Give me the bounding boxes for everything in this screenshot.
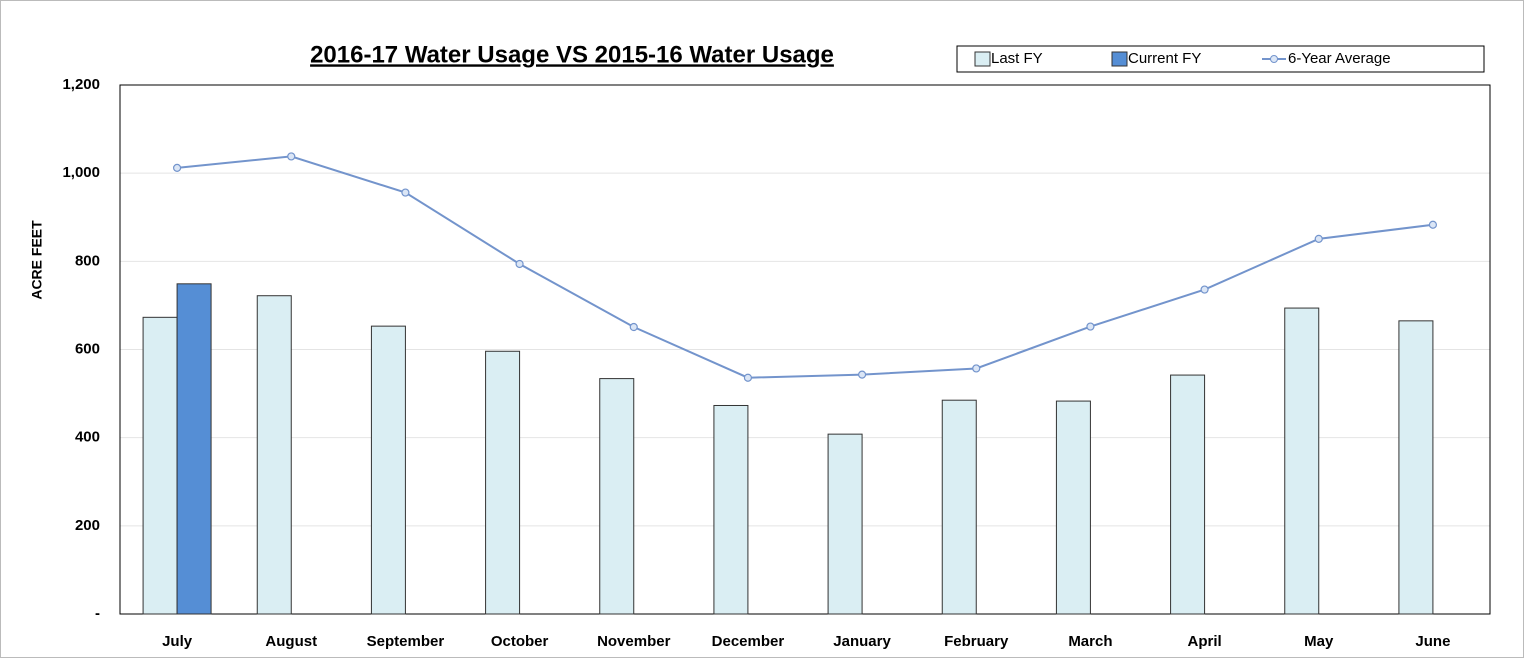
y-tick-label: 600 (75, 340, 100, 357)
bar (941, 399, 977, 615)
x-tick-label: January (833, 633, 891, 650)
bar (142, 316, 178, 615)
bar (827, 433, 863, 615)
x-tick-label: December (712, 633, 785, 650)
x-tick-label: August (265, 633, 317, 650)
plot-area-border (119, 84, 1491, 615)
average-marker (515, 259, 524, 269)
y-tick-label: 200 (75, 517, 100, 534)
bar (1284, 307, 1320, 615)
legend-swatch (974, 51, 991, 67)
x-tick-label: November (597, 633, 671, 650)
bar (599, 378, 635, 615)
bar (713, 404, 749, 615)
average-marker (629, 322, 638, 332)
average-marker (972, 364, 981, 373)
x-tick-label: October (491, 633, 549, 650)
legend-box (956, 45, 1485, 73)
average-marker (1428, 220, 1438, 229)
bar (485, 350, 521, 615)
average-marker (1314, 234, 1323, 243)
legend-swatch (1270, 55, 1278, 63)
x-tick-label: February (944, 633, 1009, 650)
bar (1170, 374, 1206, 615)
average-line (176, 155, 1434, 379)
x-tick-label: July (162, 633, 193, 650)
average-marker (287, 152, 296, 161)
average-marker (401, 188, 410, 197)
y-tick-label: 1,000 (62, 164, 100, 181)
bar (370, 325, 406, 615)
y-tick-label: - (95, 605, 100, 622)
y-axis-label: ACRE FEET (29, 220, 45, 300)
y-tick-label: 1,200 (62, 76, 100, 93)
average-marker (1086, 322, 1095, 331)
legend-label: 6-Year Average (1288, 50, 1391, 67)
x-tick-label: April (1187, 633, 1221, 650)
legend-swatch (1111, 51, 1128, 67)
average-marker (743, 373, 753, 382)
x-tick-label: June (1415, 633, 1450, 650)
bar (1055, 400, 1091, 615)
bar (1398, 320, 1434, 615)
y-tick-label: 400 (75, 429, 100, 446)
bar (256, 295, 292, 615)
average-marker (857, 370, 867, 379)
legend-label: Current FY (1128, 50, 1201, 67)
bar (176, 283, 212, 615)
average-marker (172, 163, 182, 172)
chart-title: 2016-17 Water Usage VS 2015-16 Water Usa… (310, 41, 834, 68)
legend-label: Last FY (991, 50, 1043, 67)
y-tick-label: 800 (75, 252, 100, 269)
average-marker (1200, 285, 1209, 294)
x-tick-label: May (1304, 633, 1334, 650)
x-tick-label: March (1068, 633, 1112, 650)
x-tick-label: September (367, 633, 445, 650)
